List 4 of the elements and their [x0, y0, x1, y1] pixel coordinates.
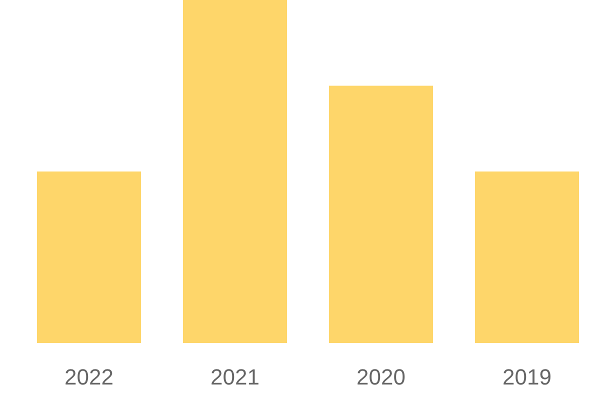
x-tick-label: 2020 [356, 364, 406, 390]
x-tick-label: 2021 [210, 364, 260, 390]
x-tick-label: 2019 [502, 364, 552, 390]
x-tick-label: 2022 [64, 364, 114, 390]
